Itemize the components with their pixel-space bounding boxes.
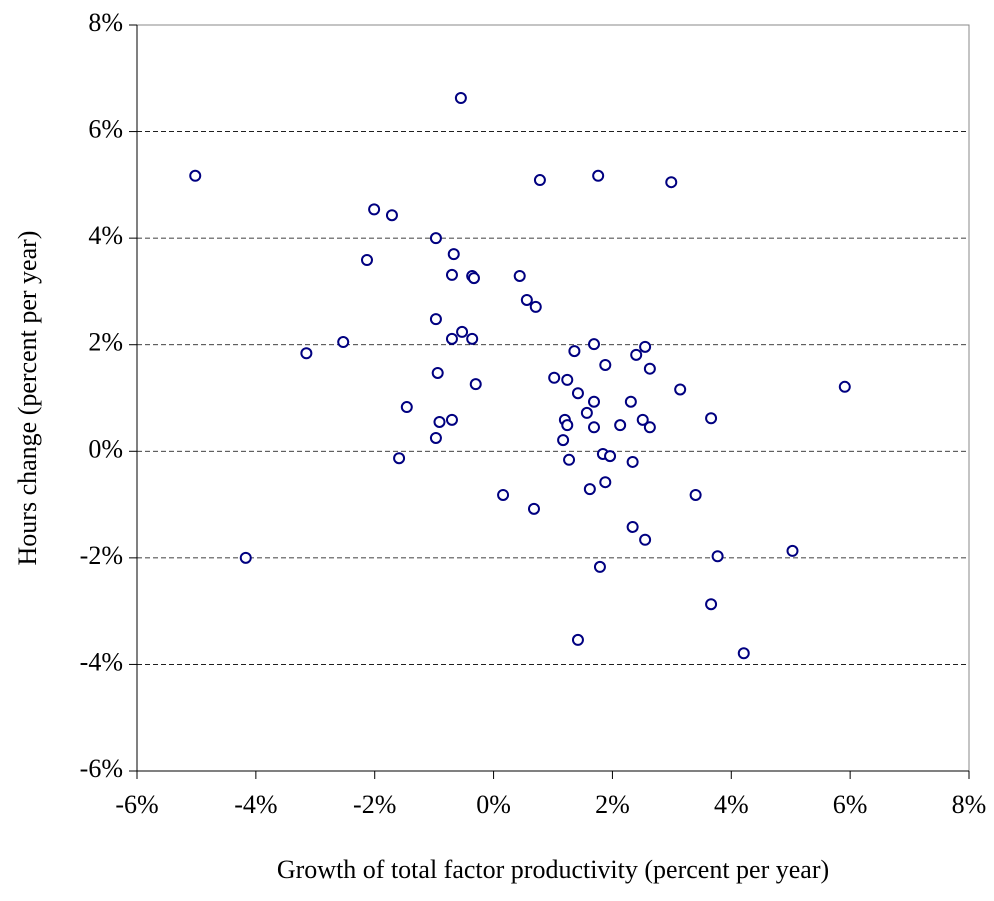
point <box>447 248 460 261</box>
y-tick-label: -4% <box>80 647 123 676</box>
point <box>639 340 652 353</box>
point <box>639 533 652 546</box>
point <box>643 421 656 434</box>
point <box>557 434 570 447</box>
point <box>588 338 601 351</box>
point <box>626 520 639 533</box>
x-tick-label: 0% <box>476 790 511 819</box>
point <box>466 332 479 345</box>
point <box>445 268 458 281</box>
point <box>838 380 851 393</box>
point <box>580 406 593 419</box>
y-tick-label: 0% <box>88 434 123 463</box>
point <box>674 383 687 396</box>
point <box>563 453 576 466</box>
point <box>599 358 612 371</box>
y-tick-label: 2% <box>88 328 123 357</box>
point <box>527 502 540 515</box>
point <box>368 203 381 216</box>
y-tick-label: 8% <box>88 8 123 37</box>
plot-frame <box>136 24 970 772</box>
point <box>561 373 574 386</box>
point <box>636 413 649 426</box>
point <box>429 232 442 245</box>
point <box>467 272 480 285</box>
x-tick-label: -6% <box>115 790 158 819</box>
point <box>592 169 605 182</box>
point <box>454 92 467 105</box>
point <box>583 483 596 496</box>
point <box>431 366 444 379</box>
x-tick-label: 8% <box>952 790 987 819</box>
point <box>588 421 601 434</box>
point <box>445 332 458 345</box>
point <box>445 413 458 426</box>
y-tick-label: -6% <box>80 754 123 783</box>
point <box>630 348 643 361</box>
point <box>571 633 584 646</box>
point <box>705 412 718 425</box>
x-tick-label: 6% <box>833 790 868 819</box>
point <box>429 313 442 326</box>
point <box>624 395 637 408</box>
x-tick-label: 2% <box>595 790 630 819</box>
y-axis-label: Hours change (percent per year) <box>13 231 42 566</box>
point <box>705 598 718 611</box>
point <box>497 488 510 501</box>
point <box>520 293 533 306</box>
point <box>599 476 612 489</box>
point <box>614 419 627 432</box>
point <box>568 345 581 358</box>
x-tick-label: -4% <box>234 790 277 819</box>
point <box>711 550 724 563</box>
point <box>189 169 202 182</box>
y-tick-label: 6% <box>88 115 123 144</box>
point <box>643 362 656 375</box>
point <box>571 387 584 400</box>
point <box>604 450 617 463</box>
point <box>665 176 678 189</box>
x-tick-label: -2% <box>353 790 396 819</box>
x-axis-label: Growth of total factor productivity (per… <box>277 855 829 884</box>
point <box>548 371 561 384</box>
point <box>593 560 606 573</box>
point <box>360 253 373 266</box>
point <box>533 174 546 187</box>
point <box>626 455 639 468</box>
point <box>385 209 398 222</box>
point <box>393 452 406 465</box>
point <box>689 488 702 501</box>
y-tick-label: 4% <box>88 221 123 250</box>
point <box>588 395 601 408</box>
point <box>239 551 252 564</box>
point <box>429 431 442 444</box>
y-tick-label: -2% <box>80 541 123 570</box>
point <box>513 269 526 282</box>
point <box>786 544 799 557</box>
point <box>469 378 482 391</box>
point <box>400 401 413 414</box>
point <box>433 415 446 428</box>
point <box>456 325 469 338</box>
point <box>561 419 574 432</box>
x-tick-label: 4% <box>714 790 749 819</box>
point <box>300 347 313 360</box>
point <box>529 300 542 313</box>
point <box>337 336 350 349</box>
point <box>737 647 750 660</box>
